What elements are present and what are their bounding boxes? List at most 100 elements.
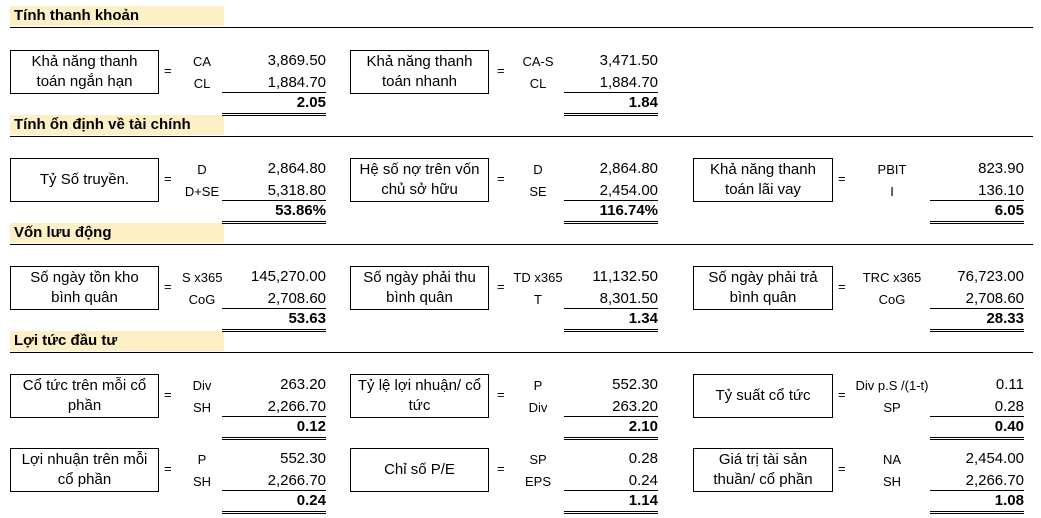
numerator-value: 2,864.80 [599,160,658,177]
ratio-label-box: Hệ số nợ trên vốn chủ sở hữu [350,158,489,202]
denominator-value: 8,301.50 [599,290,658,307]
numerator-value: 76,723.00 [957,268,1024,285]
denominator-symbol: D+SE [184,184,220,199]
denominator-symbol: Div [528,400,548,415]
denominator-value: 2,266.70 [267,398,326,415]
denominator-value: 2,708.60 [965,290,1024,307]
equals-sign: = [838,279,846,294]
numerator-value: 0.28 [628,450,658,467]
equals-sign: = [164,63,172,78]
denominator-value: 263.20 [612,398,658,415]
result-underline [930,221,1024,224]
ratio-result: 6.05 [994,202,1024,219]
equals-sign: = [164,461,172,476]
denominator-symbol: SP [883,400,901,415]
equals-sign: = [164,279,172,294]
result-underline [930,511,1024,514]
numerator-symbol: D [197,162,207,177]
denominator-value: 0.24 [628,472,658,489]
ratio-label-box: Tỷ Số truyền. [10,158,159,202]
equals-sign: = [497,387,505,402]
equals-sign: = [838,461,846,476]
result-underline [222,113,326,116]
equals-sign: = [497,171,505,186]
numerator-value: 2,864.80 [267,160,326,177]
numerator-symbol: PBIT [877,162,907,177]
equals-sign: = [164,171,172,186]
denominator-symbol: SE [529,184,547,199]
ratio-result: 53.63 [288,310,326,327]
fraction-line [564,490,658,491]
numerator-symbol: D [533,162,543,177]
numerator-value: 3,869.50 [267,52,326,69]
ratio-result: 0.24 [296,492,326,509]
ratio-label-box: Tỷ lệ lợi nhuận/ cổ tức [350,374,489,418]
result-underline [930,437,1024,440]
ratio-result: 1.14 [628,492,658,509]
fraction-line [930,490,1024,491]
equals-sign: = [838,171,846,186]
ratio-result: 53.86% [275,202,326,219]
denominator-value: 2,266.70 [267,472,326,489]
ratio-result: 1.34 [628,310,658,327]
section-title: Tính ổn định về tài chính [10,115,224,135]
ratio-result: 116.74% [599,202,658,219]
ratio-label-box: Cổ tức trên mỗi cổ phần [10,374,159,418]
ratio-result: 2.10 [628,418,658,435]
numerator-symbol: P [533,378,543,393]
ratio-label-box: Tỷ suất cổ tức [693,374,833,418]
result-underline [564,511,658,514]
denominator-symbol: SH [192,400,212,415]
result-underline [564,221,658,224]
numerator-symbol: Div p.S /(1-t) [855,378,929,393]
numerator-symbol: TD x365 [513,270,563,285]
numerator-value: 823.90 [978,160,1024,177]
denominator-symbol: EPS [524,474,551,489]
numerator-symbol: P [197,452,207,467]
fraction-line [222,92,326,93]
fraction-line [222,200,326,201]
numerator-value: 0.11 [995,376,1024,393]
section-title: Tính thanh khoản [10,6,224,26]
ratio-result: 1.84 [628,94,658,111]
section-divider [10,27,1033,28]
fraction-line [564,200,658,201]
denominator-value: 2,454.00 [599,182,658,199]
ratio-result: 1.08 [994,492,1024,509]
numerator-value: 11,132.50 [592,268,658,285]
denominator-symbol: SH [882,474,902,489]
denominator-symbol: CL [193,76,211,91]
denominator-value: 5,318.80 [267,182,326,199]
numerator-value: 2,454.00 [965,450,1024,467]
result-underline [222,221,326,224]
section-title: Vốn lưu động [10,223,224,243]
result-underline [930,329,1024,332]
ratio-label-box: Số ngày phải trả bình quân [693,266,833,310]
numerator-value: 263.20 [280,376,326,393]
section-divider [10,352,1033,353]
fraction-line [222,416,326,417]
section-title: Lợi tức đầu tư [10,331,224,351]
numerator-symbol: Div [192,378,212,393]
ratio-result: 0.12 [296,418,326,435]
fraction-line [564,308,658,309]
equals-sign: = [497,279,505,294]
equals-sign: = [497,461,505,476]
numerator-symbol: CA [192,54,212,69]
result-underline [564,113,658,116]
numerator-symbol: NA [882,452,902,467]
denominator-symbol: CoG [878,292,906,307]
denominator-symbol: T [534,292,542,307]
denominator-value: 2,266.70 [965,472,1024,489]
ratio-result: 0.40 [994,418,1024,435]
numerator-symbol: TRC x365 [862,270,922,285]
result-underline [564,329,658,332]
ratio-label-box: Khả năng thanh toán lãi vay [693,158,833,202]
fraction-line [222,308,326,309]
numerator-symbol: SP [529,452,547,467]
section-divider [10,136,1033,137]
equals-sign: = [497,63,505,78]
section-divider [10,244,1033,245]
denominator-value: 1,884.70 [599,74,658,91]
fraction-line [564,416,658,417]
